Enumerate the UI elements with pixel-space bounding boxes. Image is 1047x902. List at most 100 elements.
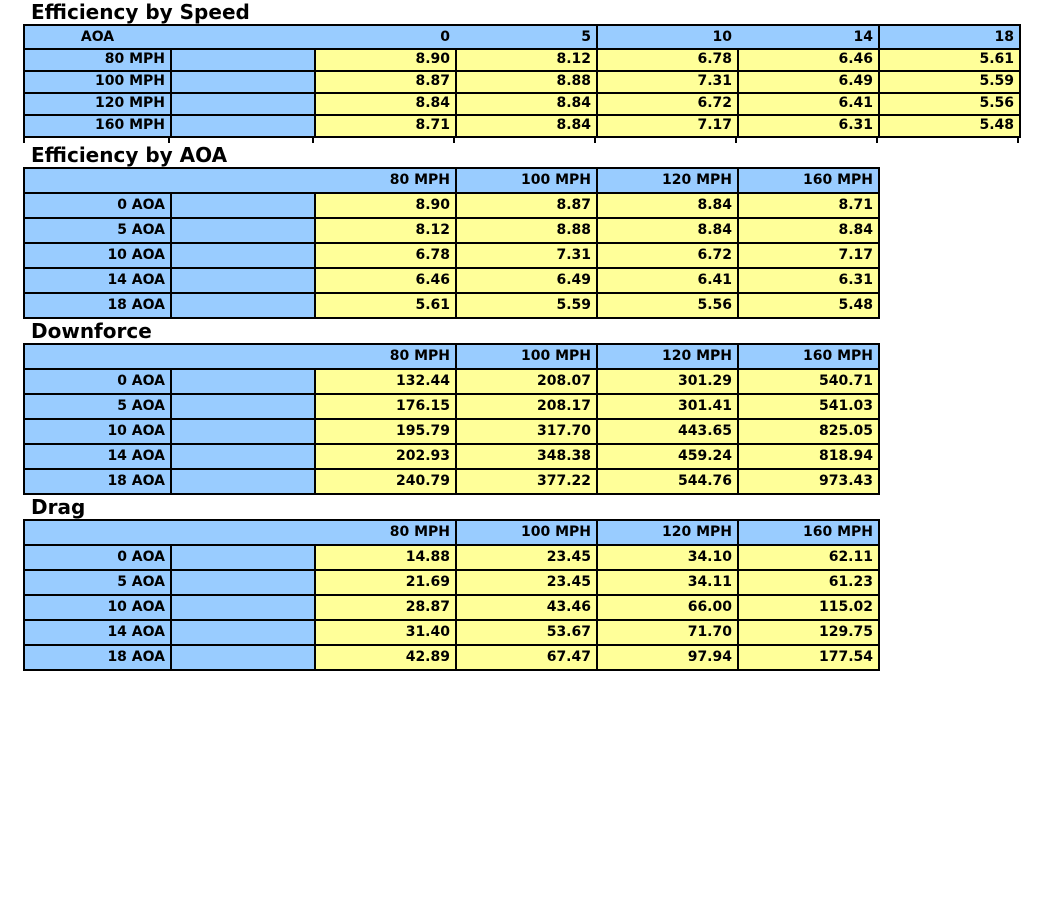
table-efficiency-by-speed: AOA 0 5 10 14 18 80 MPH 8.90 8.12 6.78 6.46 5.61 100… — [23, 24, 1021, 138]
column-header: 160 MPH — [737, 521, 878, 544]
value-cell: 6.78 — [314, 242, 455, 267]
value-cell: 825.05 — [737, 418, 878, 443]
column-header: 160 MPH — [737, 169, 878, 192]
value-cell: 7.31 — [455, 242, 596, 267]
value-cell: 5.48 — [737, 292, 878, 317]
row-header: 10 AOA — [25, 594, 170, 619]
value-cell: 8.84 — [455, 92, 596, 114]
spacer-cell — [170, 48, 314, 70]
column-header: 18 — [878, 26, 1019, 48]
spacer-cell — [170, 70, 314, 92]
value-cell: 8.84 — [596, 217, 737, 242]
section-efficiency-by-aoa: Efficiency by AOA 80 MPH 100 MPH 120 MPH 16… — [0, 143, 1047, 319]
column-header: 0 — [314, 26, 455, 48]
spacer-cell — [170, 92, 314, 114]
value-cell: 61.23 — [737, 569, 878, 594]
spacer-cell — [170, 544, 314, 569]
column-header: 120 MPH — [596, 345, 737, 368]
row-header: 160 MPH — [25, 114, 170, 136]
row-header: 5 AOA — [25, 217, 170, 242]
column-header: 14 — [737, 26, 878, 48]
value-cell: 377.22 — [455, 468, 596, 493]
value-cell: 348.38 — [455, 443, 596, 468]
row-header: 0 AOA — [25, 368, 170, 393]
corner-header: AOA — [25, 26, 170, 48]
row-header: 80 MPH — [25, 48, 170, 70]
value-cell: 5.48 — [878, 114, 1019, 136]
value-cell: 6.46 — [314, 267, 455, 292]
table-title: Efficiency by AOA — [31, 143, 228, 167]
spacer-cell — [170, 393, 314, 418]
value-cell: 67.47 — [455, 644, 596, 669]
value-cell: 544.76 — [596, 468, 737, 493]
section-efficiency-by-speed: Efficiency by Speed AOA 0 5 10 14 18 80 MPH 8.9… — [0, 0, 1047, 143]
value-cell: 240.79 — [314, 468, 455, 493]
value-cell: 202.93 — [314, 443, 455, 468]
value-cell: 14.88 — [314, 544, 455, 569]
value-cell: 818.94 — [737, 443, 878, 468]
value-cell: 8.88 — [455, 70, 596, 92]
value-cell: 176.15 — [314, 393, 455, 418]
column-header: 80 MPH — [314, 521, 455, 544]
column-header: 100 MPH — [455, 521, 596, 544]
value-cell: 62.11 — [737, 544, 878, 569]
table-efficiency-by-aoa: 80 MPH 100 MPH 120 MPH 160 MPH 0 AOA 8.90 8.87… — [23, 167, 880, 319]
spacer-cell — [170, 644, 314, 669]
value-cell: 6.41 — [737, 92, 878, 114]
row-header: 10 AOA — [25, 418, 170, 443]
value-cell: 71.70 — [596, 619, 737, 644]
spacer-cell — [170, 217, 314, 242]
value-cell: 301.29 — [596, 368, 737, 393]
value-cell: 7.17 — [737, 242, 878, 267]
value-cell: 6.46 — [737, 48, 878, 70]
spacer-cell — [170, 292, 314, 317]
value-cell: 23.45 — [455, 544, 596, 569]
column-header: 80 MPH — [314, 169, 455, 192]
value-cell: 42.89 — [314, 644, 455, 669]
value-cell: 6.72 — [596, 92, 737, 114]
value-cell: 8.87 — [314, 70, 455, 92]
value-cell: 129.75 — [737, 619, 878, 644]
spacer-cell — [170, 267, 314, 292]
row-header: 120 MPH — [25, 92, 170, 114]
row-header: 14 AOA — [25, 619, 170, 644]
value-cell: 28.87 — [314, 594, 455, 619]
corner-header — [25, 521, 170, 544]
value-cell: 66.00 — [596, 594, 737, 619]
value-cell: 443.65 — [596, 418, 737, 443]
value-cell: 6.49 — [455, 267, 596, 292]
value-cell: 97.94 — [596, 644, 737, 669]
table-drag: 80 MPH 100 MPH 120 MPH 160 MPH 0 AOA 14.88 23.… — [23, 519, 880, 671]
value-cell: 195.79 — [314, 418, 455, 443]
spacer-cell — [170, 368, 314, 393]
header-spacer-cell — [170, 26, 314, 48]
value-cell: 7.31 — [596, 70, 737, 92]
spacer-cell — [170, 192, 314, 217]
column-header: 5 — [455, 26, 596, 48]
spacer-cell — [170, 569, 314, 594]
spacer-cell — [170, 418, 314, 443]
value-cell: 317.70 — [455, 418, 596, 443]
header-spacer-cell — [170, 521, 314, 544]
column-header: 120 MPH — [596, 521, 737, 544]
value-cell: 8.12 — [314, 217, 455, 242]
value-cell: 208.17 — [455, 393, 596, 418]
value-cell: 540.71 — [737, 368, 878, 393]
header-spacer-cell — [170, 345, 314, 368]
value-cell: 34.10 — [596, 544, 737, 569]
table-title: Efficiency by Speed — [31, 0, 250, 24]
value-cell: 459.24 — [596, 443, 737, 468]
value-cell: 6.78 — [596, 48, 737, 70]
row-header: 14 AOA — [25, 267, 170, 292]
value-cell: 5.61 — [314, 292, 455, 317]
column-header: 160 MPH — [737, 345, 878, 368]
value-cell: 8.84 — [596, 192, 737, 217]
value-cell: 23.45 — [455, 569, 596, 594]
column-header: 100 MPH — [455, 169, 596, 192]
value-cell: 541.03 — [737, 393, 878, 418]
value-cell: 5.59 — [455, 292, 596, 317]
row-header: 5 AOA — [25, 393, 170, 418]
value-cell: 8.90 — [314, 192, 455, 217]
spacer-cell — [170, 619, 314, 644]
value-cell: 8.71 — [314, 114, 455, 136]
